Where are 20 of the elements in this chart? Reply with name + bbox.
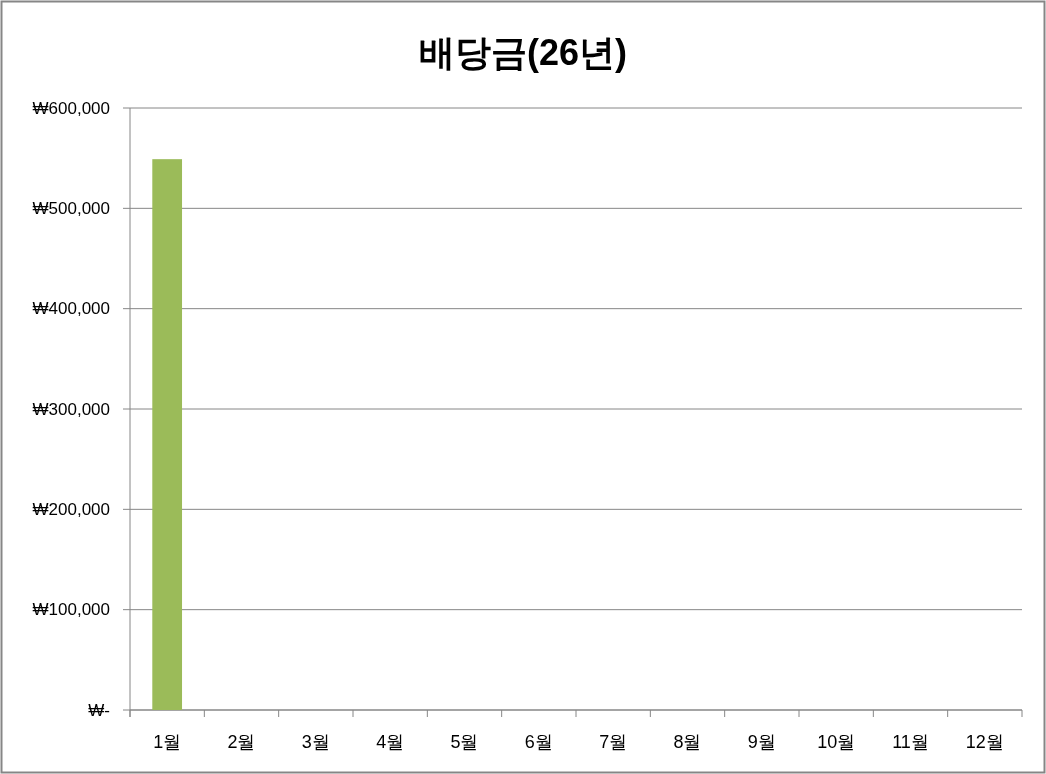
x-tick-label: 11월 [892, 732, 929, 752]
x-tick-label: 4월 [376, 732, 405, 752]
x-tick-label: 1월 [153, 732, 182, 752]
y-tick-label: ₩400,000 [32, 299, 110, 319]
x-tick-label: 10월 [817, 732, 856, 752]
x-tick-label: 9월 [747, 732, 776, 752]
y-tick-label: ₩- [88, 700, 110, 720]
x-tick-label: 8월 [673, 732, 702, 752]
y-tick-label: ₩100,000 [32, 600, 110, 620]
chart-title: 배당금(26년) [418, 31, 628, 73]
x-tick-label: 2월 [227, 732, 256, 752]
x-tick-label: 12월 [965, 732, 1004, 752]
x-tick-label: 3월 [301, 732, 330, 752]
x-tick-label: 7월 [599, 732, 628, 752]
x-tick-label: 5월 [450, 732, 479, 752]
y-tick-label: ₩500,000 [32, 198, 110, 218]
y-tick-label: ₩300,000 [32, 399, 110, 419]
x-tick-label: 6월 [524, 732, 553, 752]
y-tick-label: ₩600,000 [32, 98, 110, 118]
y-tick-label: ₩200,000 [32, 499, 110, 519]
